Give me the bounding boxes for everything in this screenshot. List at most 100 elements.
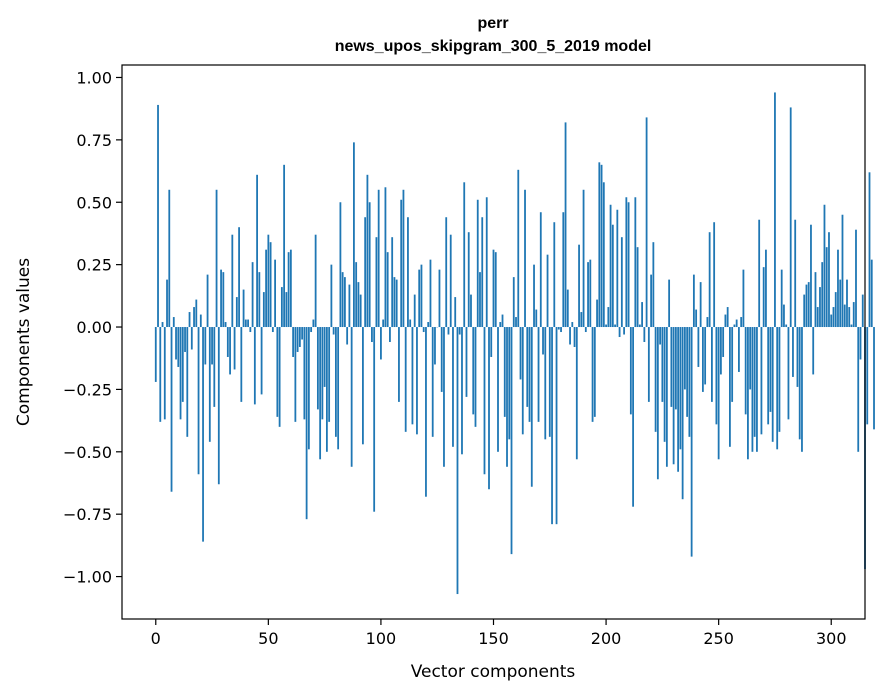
- bar: [170, 327, 173, 492]
- x-tick-label: 300: [816, 629, 847, 648]
- bar: [663, 327, 666, 442]
- bar: [774, 92, 776, 328]
- bar: [794, 219, 797, 328]
- bar: [758, 219, 761, 328]
- bar: [828, 232, 830, 328]
- bar: [197, 327, 200, 475]
- bar: [566, 289, 569, 328]
- bar: [235, 297, 238, 328]
- bar: [515, 317, 517, 328]
- bar: [449, 234, 452, 328]
- bar: [229, 327, 231, 375]
- bar: [677, 327, 680, 472]
- bar: [686, 327, 689, 417]
- bar: [485, 197, 488, 328]
- bar: [256, 174, 258, 328]
- bar: [393, 277, 396, 328]
- bar: [456, 327, 459, 595]
- bar: [611, 224, 614, 328]
- bar: [429, 259, 432, 328]
- bar: [213, 327, 216, 407]
- bar: [452, 327, 454, 447]
- bar: [801, 327, 803, 452]
- bar: [582, 189, 585, 328]
- bar: [634, 197, 637, 328]
- bar: [231, 234, 234, 328]
- bar: [499, 322, 502, 328]
- bar: [157, 104, 159, 328]
- bar: [760, 327, 763, 435]
- bar: [589, 259, 592, 328]
- bar: [172, 317, 175, 328]
- bar: [701, 327, 704, 392]
- bar: [679, 327, 682, 450]
- bar: [690, 327, 693, 557]
- bar: [524, 189, 526, 328]
- bar: [593, 327, 596, 417]
- bar: [206, 274, 209, 328]
- bar: [711, 327, 713, 402]
- x-tick-label: 50: [258, 629, 278, 648]
- bar: [819, 287, 821, 328]
- bar: [357, 282, 360, 328]
- bar: [661, 327, 664, 402]
- bar: [373, 327, 376, 512]
- bar: [438, 269, 441, 328]
- bar: [627, 202, 630, 328]
- bar: [803, 294, 806, 328]
- bar: [717, 327, 720, 460]
- bar: [832, 307, 835, 328]
- bar: [823, 204, 826, 328]
- bar: [834, 292, 837, 328]
- bar: [224, 322, 227, 328]
- bar: [391, 237, 394, 328]
- plot-frame: [121, 64, 866, 620]
- bar: [557, 327, 560, 330]
- bar: [704, 327, 707, 385]
- bar: [807, 282, 810, 328]
- bar: [490, 327, 493, 357]
- bar: [265, 249, 267, 328]
- bar: [776, 327, 779, 450]
- bar: [591, 327, 594, 422]
- bar: [861, 294, 864, 328]
- bar: [753, 327, 756, 437]
- bar: [346, 327, 349, 345]
- bar: [623, 327, 625, 335]
- bar: [334, 327, 337, 437]
- bar: [605, 324, 607, 328]
- bar: [528, 327, 531, 422]
- bar: [656, 327, 659, 480]
- bar: [762, 267, 765, 328]
- bar: [841, 214, 844, 328]
- bar: [332, 327, 335, 335]
- bar: [310, 327, 313, 333]
- bar: [427, 322, 430, 328]
- bar: [283, 164, 286, 328]
- bar: [830, 314, 833, 328]
- bar: [312, 319, 315, 328]
- bar: [638, 324, 641, 328]
- bar: [337, 327, 340, 450]
- bar: [416, 327, 418, 435]
- bar: [208, 327, 211, 442]
- bar: [575, 327, 578, 460]
- bar: [641, 302, 643, 328]
- bar: [247, 319, 249, 328]
- bar: [418, 269, 421, 328]
- bar: [470, 294, 472, 328]
- bar: [319, 327, 322, 460]
- bar: [328, 327, 331, 422]
- y-tick-label: 0.25: [76, 256, 112, 275]
- bar: [767, 327, 770, 425]
- bar: [600, 164, 603, 328]
- bar: [636, 247, 639, 328]
- bar: [481, 217, 484, 328]
- bar: [321, 327, 324, 420]
- bar: [262, 292, 265, 328]
- bar: [375, 237, 378, 328]
- bar: [161, 322, 164, 328]
- bar: [683, 327, 686, 390]
- bar: [569, 327, 571, 345]
- bar: [720, 327, 722, 375]
